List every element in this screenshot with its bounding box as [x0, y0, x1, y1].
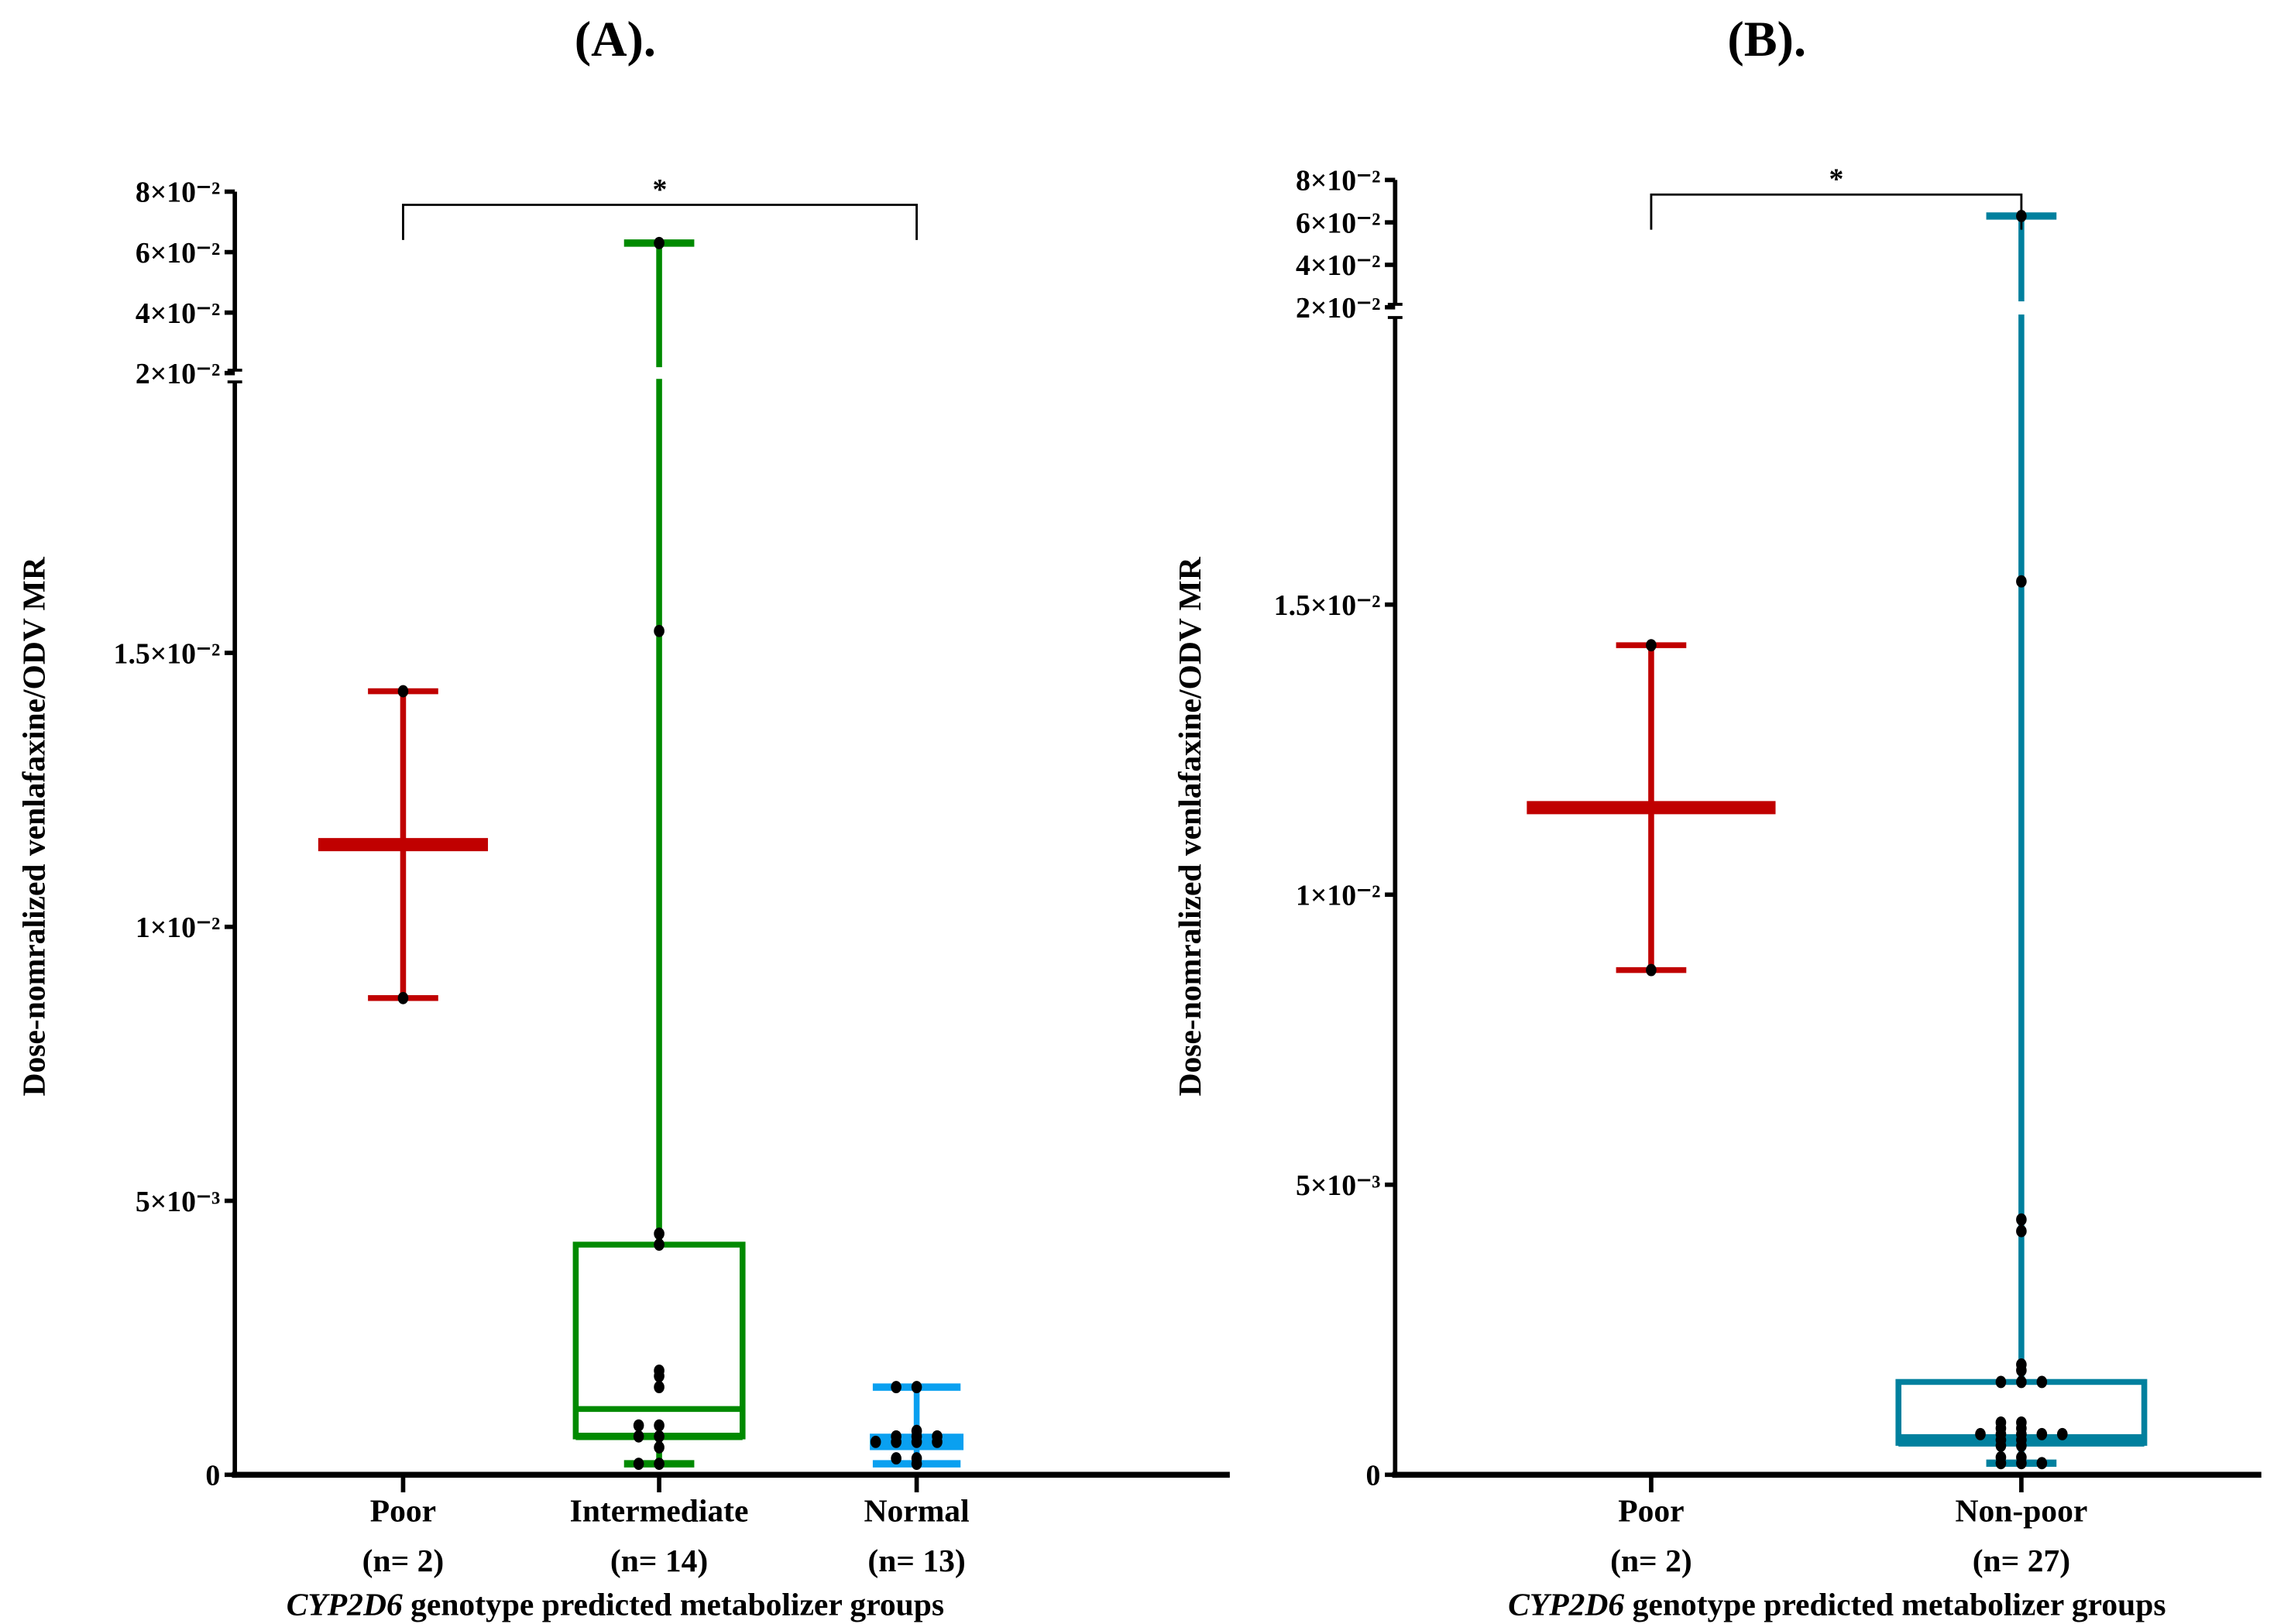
- data-point: [2016, 1375, 2027, 1389]
- data-point: [654, 236, 665, 249]
- data-point: [633, 1419, 644, 1432]
- data-point: [654, 1238, 665, 1251]
- x-axis-label-text: genotype predicted metabolizer groups: [403, 1587, 944, 1622]
- data-point: [2036, 1427, 2048, 1440]
- panel-title: (A).: [575, 12, 656, 67]
- significance-bracket: [1650, 193, 2023, 230]
- data-point: [654, 624, 665, 637]
- y-tick-label: 5×10⁻³: [1296, 1169, 1380, 1202]
- y-tick-label: 6×10⁻²: [136, 237, 220, 270]
- y-tick-label: 5×10⁻³: [136, 1186, 220, 1218]
- data-point: [654, 1419, 665, 1432]
- data-point: [654, 1227, 665, 1240]
- data-point: [654, 1457, 665, 1471]
- y-tick-label: 1×10⁻²: [136, 912, 220, 944]
- data-point: [2016, 1224, 2027, 1238]
- data-point: [2036, 1457, 2048, 1470]
- data-point: [2036, 1375, 2048, 1389]
- category-n-label: (n= 2): [362, 1543, 445, 1579]
- panel-title: (B).: [1727, 12, 1806, 67]
- x-axis-label: CYP2D6 genotype predicted metabolizer gr…: [1508, 1587, 2166, 1622]
- data-point: [654, 1430, 665, 1443]
- y-tick-label: 4×10⁻²: [1296, 249, 1380, 282]
- data-point: [397, 685, 409, 698]
- data-point: [633, 1457, 644, 1471]
- y-tick-label: 1.5×10⁻²: [1274, 589, 1381, 622]
- y-tick-label: 0: [205, 1460, 220, 1492]
- y-tick-label: 0: [1366, 1460, 1381, 1492]
- data-point: [654, 1370, 665, 1382]
- data-point: [397, 991, 409, 1004]
- data-point: [1646, 639, 1657, 652]
- data-point: [2016, 1457, 2027, 1470]
- data-point: [2016, 1439, 2027, 1452]
- data-point: [1646, 963, 1657, 977]
- group-poor: Poor (n= 2): [318, 685, 489, 1579]
- y-tick-label: 1.5×10⁻²: [114, 637, 221, 670]
- y-tick-label: 2×10⁻²: [1296, 292, 1380, 324]
- group-normal: Normal (n= 13): [864, 1381, 970, 1579]
- category-n-label: (n= 2): [1610, 1543, 1692, 1579]
- category-n-label: (n= 27): [1973, 1543, 2070, 1579]
- significance-bracket: [402, 204, 918, 240]
- y-tick-label: 2×10⁻²: [136, 358, 220, 390]
- category-n-label: (n= 13): [867, 1543, 965, 1579]
- y-tick-label: 6×10⁻²: [1296, 207, 1380, 239]
- data-point: [870, 1435, 881, 1448]
- x-axis-label-gene: CYP2D6: [287, 1587, 403, 1622]
- category-n-label: (n= 14): [610, 1543, 708, 1579]
- data-point: [2016, 1213, 2027, 1226]
- significance-label: *: [653, 173, 668, 206]
- data-point: [911, 1435, 922, 1448]
- y-axis-label: Dose-nomralized venlafaxine/ODV MR: [1172, 556, 1207, 1096]
- data-point: [633, 1430, 644, 1443]
- y-tick-label: 8×10⁻²: [1296, 165, 1380, 197]
- category-label: Normal: [864, 1493, 969, 1529]
- group-poor: Poor (n= 2): [1527, 639, 1776, 1579]
- x-axis-label-gene: CYP2D6: [1508, 1587, 1624, 1622]
- data-point: [1975, 1427, 1986, 1440]
- data-point: [911, 1381, 922, 1394]
- significance-label: *: [1829, 163, 1843, 196]
- data-point: [911, 1457, 922, 1471]
- group-intermediate: Intermediate (n= 14): [570, 236, 749, 1579]
- category-label: Poor: [370, 1493, 436, 1529]
- data-point: [2016, 575, 2027, 588]
- data-point: [932, 1430, 943, 1443]
- x-axis-label-text: genotype predicted metabolizer groups: [1624, 1587, 2166, 1622]
- data-point: [1995, 1375, 2007, 1389]
- data-point: [891, 1381, 902, 1394]
- category-label: Poor: [1618, 1493, 1684, 1529]
- data-point: [2056, 1427, 2068, 1440]
- panel-a: (A). 0 5×10⁻³ 1×10⁻² 1.5×10⁻² 2×10⁻² 4×10⁻² 6×1…: [16, 12, 1230, 1622]
- x-axis-label: CYP2D6 genotype predicted metabolizer gr…: [287, 1587, 944, 1622]
- category-label: Intermediate: [570, 1493, 749, 1529]
- data-point: [654, 1381, 665, 1394]
- y-axis-label: Dose-nomralized venlafaxine/ODV MR: [16, 556, 52, 1096]
- data-point: [1995, 1439, 2007, 1452]
- data-point: [891, 1452, 902, 1465]
- panel-b: (B). 0 5×10⁻³ 1×10⁻² 1.5×10⁻² 2×10⁻² 4×10⁻² 6×1…: [1172, 12, 2262, 1622]
- y-tick-label: 1×10⁻²: [1296, 879, 1380, 912]
- data-point: [891, 1435, 902, 1448]
- y-tick-label: 4×10⁻²: [136, 297, 220, 330]
- data-point: [1995, 1457, 2007, 1470]
- category-label: Non-poor: [1955, 1493, 2087, 1529]
- data-point: [654, 1440, 665, 1454]
- data-point: [2016, 1364, 2027, 1377]
- y-tick-label: 8×10⁻²: [136, 177, 220, 209]
- group-non-poor: Non-poor (n= 27): [1895, 210, 2148, 1579]
